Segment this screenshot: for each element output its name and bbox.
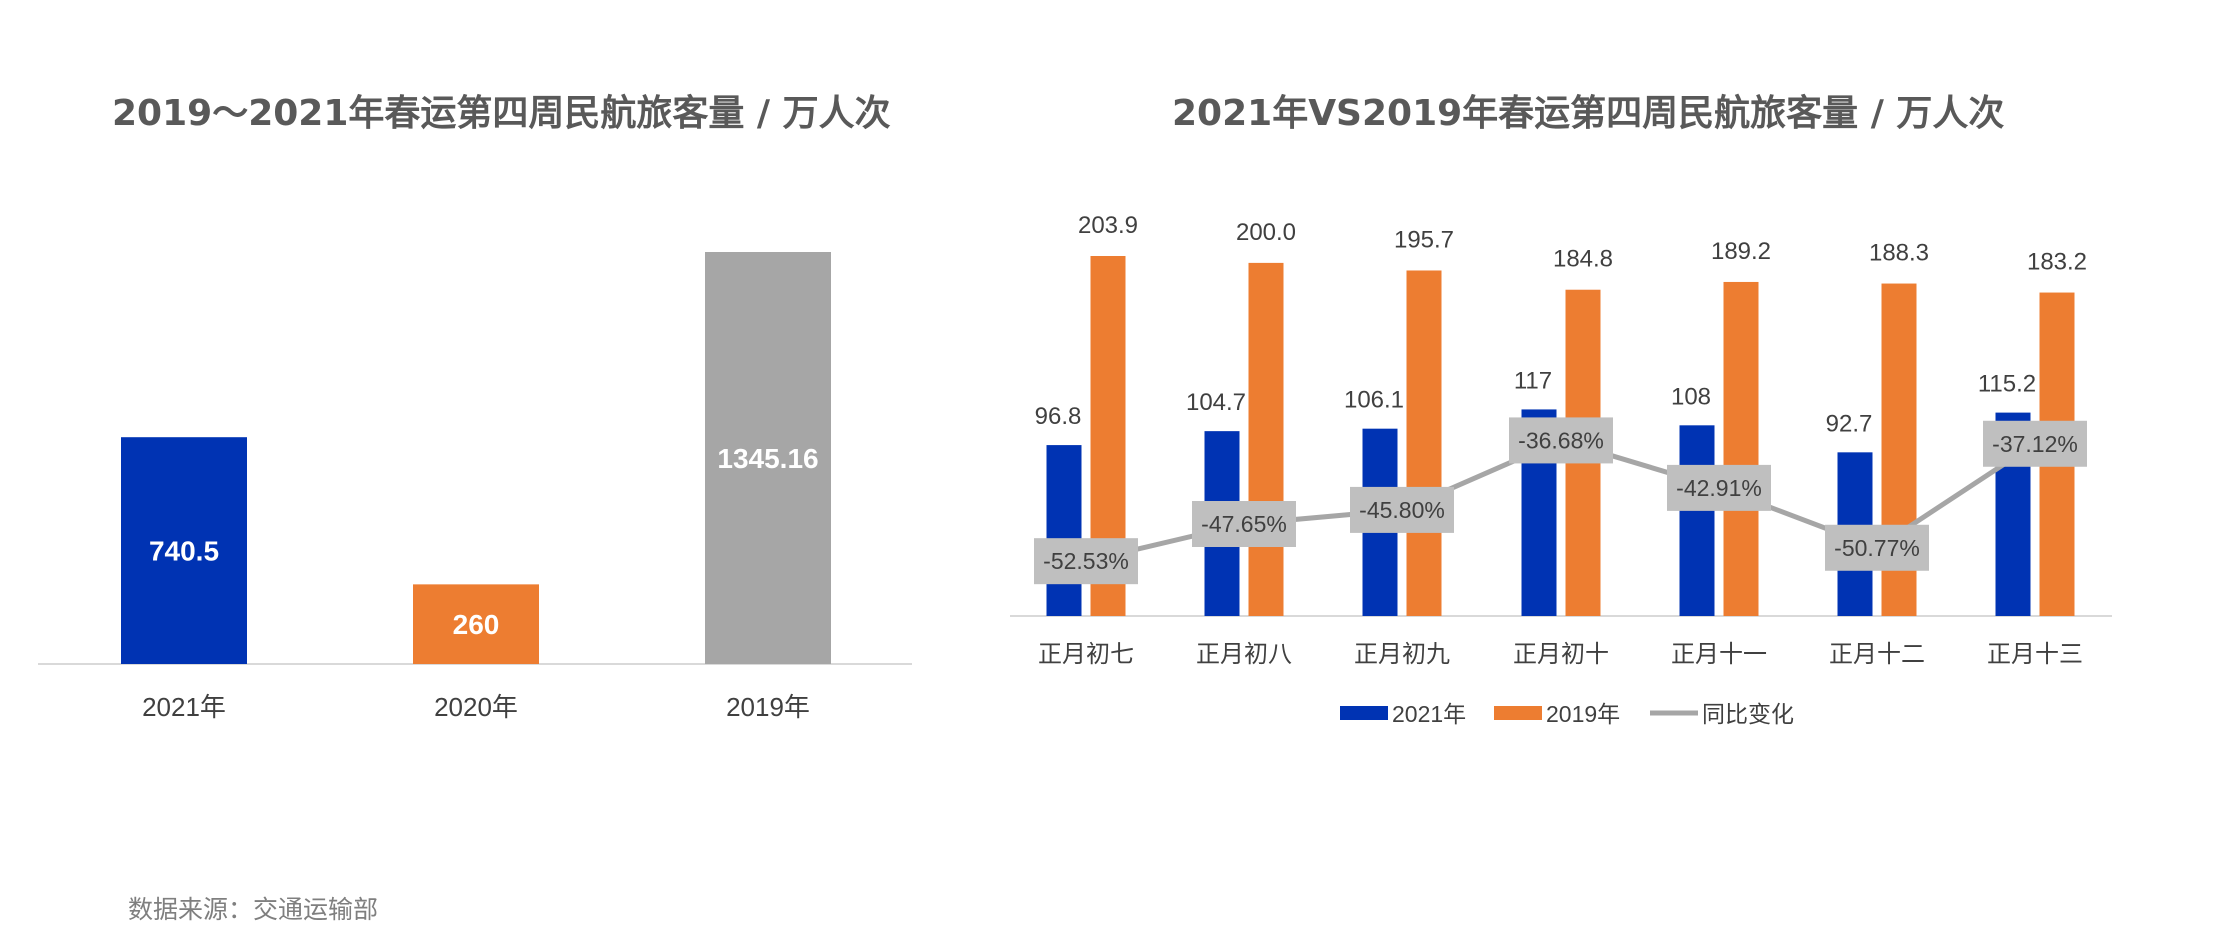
bar-2019 [1248, 262, 1284, 616]
bar-2019-value-label: 195.7 [1394, 226, 1454, 253]
right-chart-title: 2021年VS2019年春运第四周民航旅客量 / 万人次 [1172, 93, 2005, 134]
left-bar [413, 584, 539, 664]
bar-2019-value-label: 189.2 [1711, 238, 1771, 265]
yoy-value-label: -47.65% [1201, 511, 1287, 537]
legend-label: 2021年 [1392, 701, 1466, 727]
legend-label: 2019年 [1546, 701, 1620, 727]
yoy-value-label: -50.77% [1834, 535, 1920, 561]
legend-swatch [1340, 706, 1388, 720]
yoy-label-box [1192, 501, 1296, 547]
data-source-note: 数据来源：交通运输部 [128, 895, 379, 924]
bar-2019-value-label: 184.8 [1553, 246, 1613, 273]
right-category-label: 正月十二 [1829, 641, 1925, 668]
legend-label: 同比变化 [1702, 701, 1794, 727]
legend-swatch [1494, 706, 1542, 720]
yoy-label-box [1034, 538, 1138, 585]
right-category-label: 正月初七 [1038, 641, 1134, 668]
yoy-label-box [1825, 524, 1929, 571]
yoy-value-label: -36.68% [1518, 427, 1604, 453]
bar-2021-value-label: 115.2 [1978, 371, 2036, 398]
left-category-label: 2020年 [434, 692, 518, 722]
left-category-label: 2019年 [726, 692, 810, 722]
yoy-label-box [1350, 486, 1454, 533]
bar-2019 [1723, 281, 1759, 616]
left-chart-title: 2019～2021年春运第四周民航旅客量 / 万人次 [112, 93, 891, 134]
bar-2021-value-label: 108 [1671, 383, 1711, 410]
left-category-label: 2021年 [142, 692, 226, 722]
bar-2021-value-label: 96.8 [1035, 403, 1082, 430]
yoy-label-box [1509, 417, 1613, 464]
yoy-value-label: -37.12% [1992, 431, 2078, 457]
right-category-label: 正月十一 [1671, 641, 1767, 668]
bar-2019-value-label: 183.2 [2027, 249, 2087, 276]
right-category-label: 正月初十 [1513, 641, 1609, 668]
left-bar-value-label: 1345.16 [717, 443, 818, 474]
right-category-label: 正月初八 [1196, 641, 1292, 668]
bar-2021-value-label: 92.7 [1826, 410, 1873, 437]
bar-2021 [1679, 425, 1715, 616]
bar-2021-value-label: 104.7 [1186, 389, 1246, 416]
bar-2021-value-label: 106.1 [1344, 387, 1404, 414]
right-category-label: 正月初九 [1354, 641, 1450, 668]
left-bar-value-label: 260 [453, 609, 500, 640]
bar-2021 [1046, 445, 1082, 616]
bar-2021-value-label: 117 [1514, 367, 1552, 394]
bar-2019-value-label: 203.9 [1078, 212, 1138, 239]
yoy-value-label: -52.53% [1043, 548, 1129, 574]
bar-2019-value-label: 188.3 [1869, 240, 1929, 267]
left-bar-value-label: 740.5 [149, 536, 219, 567]
right-category-label: 正月十三 [1987, 641, 2083, 668]
yoy-value-label: -45.80% [1359, 497, 1445, 523]
yoy-label-box [1667, 464, 1771, 511]
bar-2019 [1406, 270, 1442, 616]
bar-2019-value-label: 200.0 [1236, 219, 1296, 246]
yoy-label-box [1983, 420, 2087, 467]
left-bar [121, 437, 247, 664]
left-bar [705, 252, 831, 664]
yoy-value-label: -42.91% [1676, 475, 1762, 501]
